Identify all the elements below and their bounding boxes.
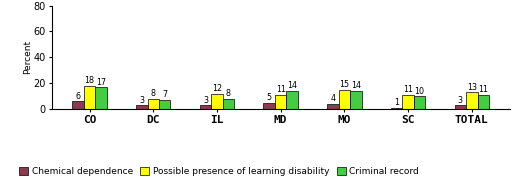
Bar bbox=[286, 91, 298, 109]
Bar bbox=[275, 95, 286, 109]
Bar bbox=[327, 104, 339, 109]
Bar bbox=[136, 105, 147, 109]
Text: 11: 11 bbox=[276, 85, 286, 94]
Bar bbox=[211, 94, 222, 109]
Bar bbox=[222, 99, 234, 109]
Text: 15: 15 bbox=[339, 80, 350, 89]
Text: 14: 14 bbox=[287, 81, 297, 90]
Text: 1: 1 bbox=[394, 98, 399, 107]
Text: 5: 5 bbox=[267, 93, 272, 102]
Bar bbox=[72, 101, 84, 109]
Bar bbox=[159, 100, 170, 109]
Legend: Chemical dependence, Possible presence of learning disability, Criminal record: Chemical dependence, Possible presence o… bbox=[20, 167, 419, 176]
Text: 17: 17 bbox=[96, 78, 106, 86]
Bar bbox=[391, 108, 402, 109]
Text: 4: 4 bbox=[331, 94, 335, 103]
Bar bbox=[84, 86, 95, 109]
Text: 11: 11 bbox=[478, 85, 488, 94]
Text: 3: 3 bbox=[203, 96, 208, 105]
Bar bbox=[200, 105, 211, 109]
Bar bbox=[477, 95, 489, 109]
Text: 3: 3 bbox=[139, 96, 144, 105]
Text: 3: 3 bbox=[458, 96, 463, 105]
Bar bbox=[147, 99, 159, 109]
Text: 8: 8 bbox=[226, 89, 231, 98]
Bar bbox=[264, 103, 275, 109]
Text: 13: 13 bbox=[467, 83, 477, 92]
Bar bbox=[95, 87, 107, 109]
Bar bbox=[455, 105, 466, 109]
Bar bbox=[339, 90, 350, 109]
Bar bbox=[414, 96, 425, 109]
Bar bbox=[402, 95, 414, 109]
Text: 6: 6 bbox=[76, 92, 80, 101]
Text: 18: 18 bbox=[84, 76, 95, 85]
Bar bbox=[466, 92, 477, 109]
Bar bbox=[350, 91, 362, 109]
Y-axis label: Percent: Percent bbox=[23, 40, 32, 74]
Text: 8: 8 bbox=[151, 89, 156, 98]
Text: 12: 12 bbox=[212, 84, 222, 93]
Text: 14: 14 bbox=[351, 81, 361, 90]
Text: 7: 7 bbox=[162, 90, 167, 99]
Text: 10: 10 bbox=[415, 87, 424, 96]
Text: 11: 11 bbox=[403, 85, 413, 94]
